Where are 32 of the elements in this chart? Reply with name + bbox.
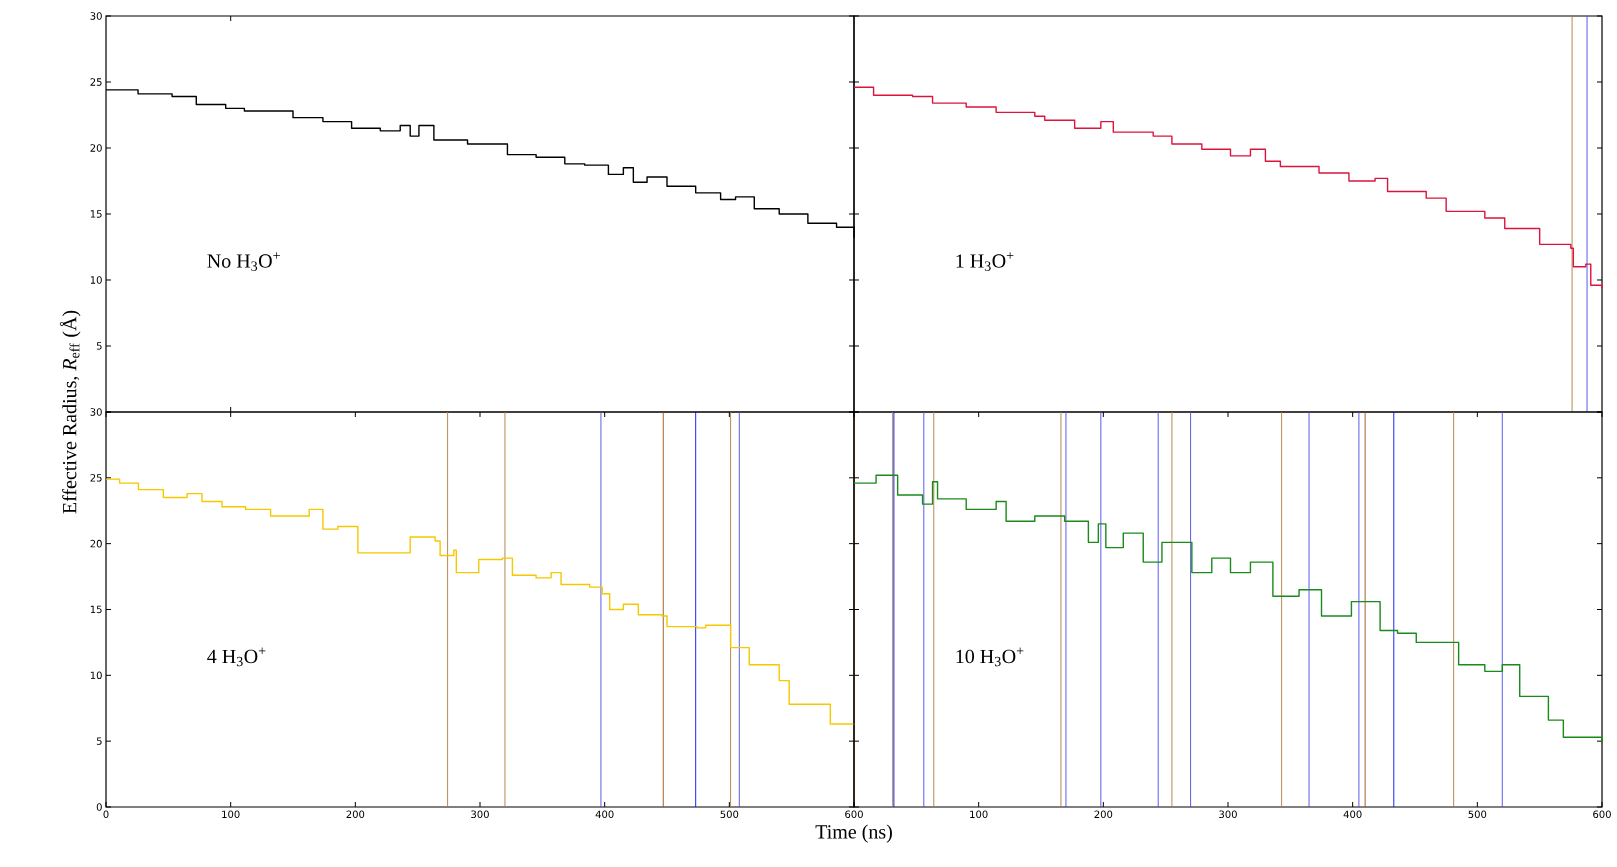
x-tick-label: 400: [595, 810, 614, 819]
y-tick-label: 0: [96, 803, 102, 811]
x-tick-label: 300: [1219, 810, 1237, 819]
x-tick-label: 0: [103, 810, 109, 819]
y-tick-label: 10: [90, 671, 102, 680]
y-tick-label: 20: [90, 539, 102, 548]
y-tick-label: 5: [96, 342, 102, 350]
x-tick-label: 100: [970, 810, 988, 819]
annotation: 1 H$_{3}$O$^{+}$: [956, 252, 1014, 271]
x-axis-title: Time (ns): [815, 824, 892, 843]
x-tick-label: 200: [346, 810, 365, 819]
y-tick-label: 20: [90, 144, 102, 152]
x-tick-label: 500: [1468, 810, 1487, 819]
y-tick-label: 30: [90, 12, 102, 20]
x-tick-label: 600: [1593, 810, 1611, 819]
annotation: 10 H$_{3}$O$^{+}$: [956, 647, 1024, 667]
y-tick-label: 25: [90, 474, 102, 482]
y-tick-label: 5: [96, 737, 102, 745]
annotation: No H$_{3}$O$^{+}$: [207, 252, 280, 271]
y-tick-label: 15: [90, 210, 102, 218]
x-tick-label: 100: [222, 810, 240, 819]
x-tick-label: 500: [720, 810, 739, 819]
y-tick-label: 10: [90, 276, 102, 284]
x-tick-label: 600: [845, 810, 863, 819]
x-tick-label: 400: [1343, 810, 1362, 819]
y-tick-label: 25: [90, 78, 102, 86]
y-tick-label: 15: [90, 605, 102, 614]
y-axis-title: Effective Radius, R$_{eff}$ (Å): [59, 310, 81, 514]
annotation: 4 H$_{3}$O$^{+}$: [207, 647, 266, 667]
y-tick-label: 30: [90, 408, 102, 416]
x-tick-label: 200: [1094, 810, 1113, 819]
x-tick-label: 300: [471, 810, 489, 819]
